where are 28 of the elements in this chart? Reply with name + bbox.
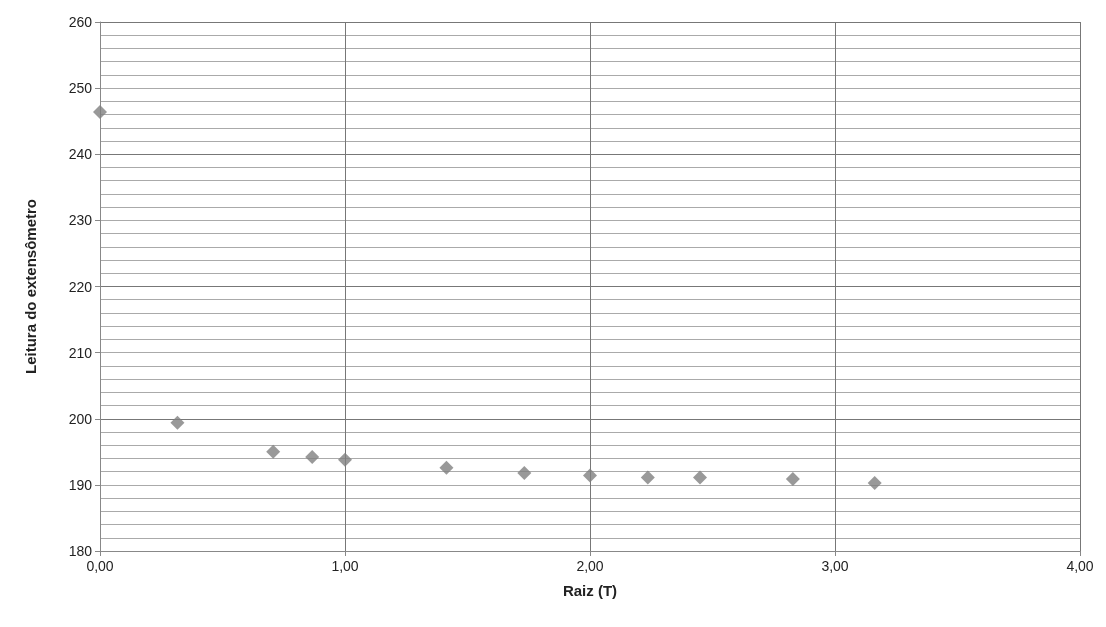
y-tick-label: 240 <box>68 146 93 163</box>
point <box>305 450 320 465</box>
x-tick-label: 2,00 <box>576 558 604 574</box>
y-tick-label: 190 <box>68 476 93 493</box>
y-tick-label: 220 <box>68 278 93 295</box>
point <box>266 444 281 459</box>
y-tick-label: 210 <box>68 344 93 361</box>
x-tick-label: 0,00 <box>86 558 114 574</box>
x-axis-title: Raiz (T) <box>562 582 618 599</box>
point <box>867 475 882 490</box>
point <box>170 415 185 430</box>
y-tick-label: 230 <box>68 212 93 229</box>
x-tick-label: 1,00 <box>331 558 359 574</box>
point <box>93 104 107 119</box>
point <box>439 460 454 475</box>
y-tick-label: 180 <box>68 543 93 559</box>
point <box>517 465 532 480</box>
point <box>640 470 655 485</box>
point <box>583 468 597 483</box>
point <box>338 452 352 467</box>
y-tick-label: 250 <box>68 80 93 97</box>
y-tick-label: 200 <box>68 410 93 427</box>
x-tick-label: 3,00 <box>821 558 849 574</box>
x-tick-label: 4,00 <box>1066 558 1094 574</box>
point <box>693 470 708 485</box>
y-axis-title: Leitura do extensômetro <box>22 198 39 375</box>
point <box>785 471 800 486</box>
y-tick-label: 260 <box>68 14 93 30</box>
